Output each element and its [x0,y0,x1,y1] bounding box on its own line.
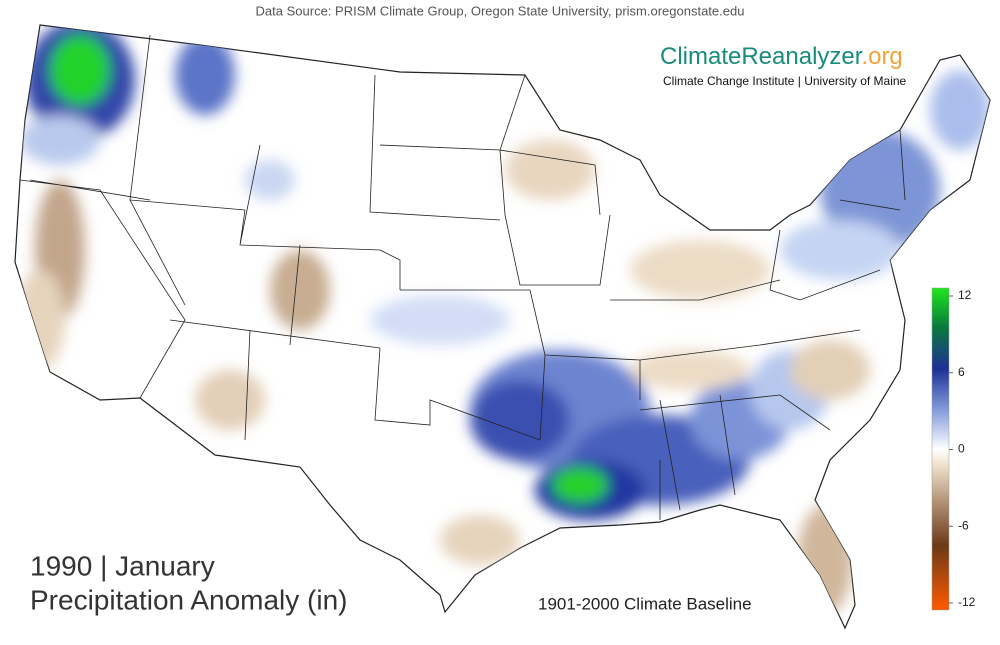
baseline: 1901-2000 Climate Baseline [538,594,752,613]
logo-name: ClimateReanalyzer.org [660,43,903,70]
us-map [14,24,991,629]
logo-name-text: ClimateReanalyzer [660,43,863,70]
logo-suffix: .org [861,43,902,70]
title-line: Precipitation Anomaly (in) [30,584,347,615]
colorbar-tick-label: -6 [958,518,969,532]
colorbar-tick-label: -12 [958,595,976,609]
colorbar-tick-label: 12 [958,288,972,302]
colorbar: 12 6 0 -6 -12 [931,287,976,611]
colorbar-scale [931,287,950,611]
data-source: Data Source: PRISM Climate Group, Oregon… [256,3,745,18]
logo-subtitle: Climate Change Institute | University of… [663,74,907,88]
title-line: 1990 | January [30,550,215,581]
logo: ClimateReanalyzer.org Climate Change Ins… [660,43,907,88]
colorbar-tick-label: 6 [958,365,965,379]
colorbar-tick-label: 0 [958,442,965,456]
